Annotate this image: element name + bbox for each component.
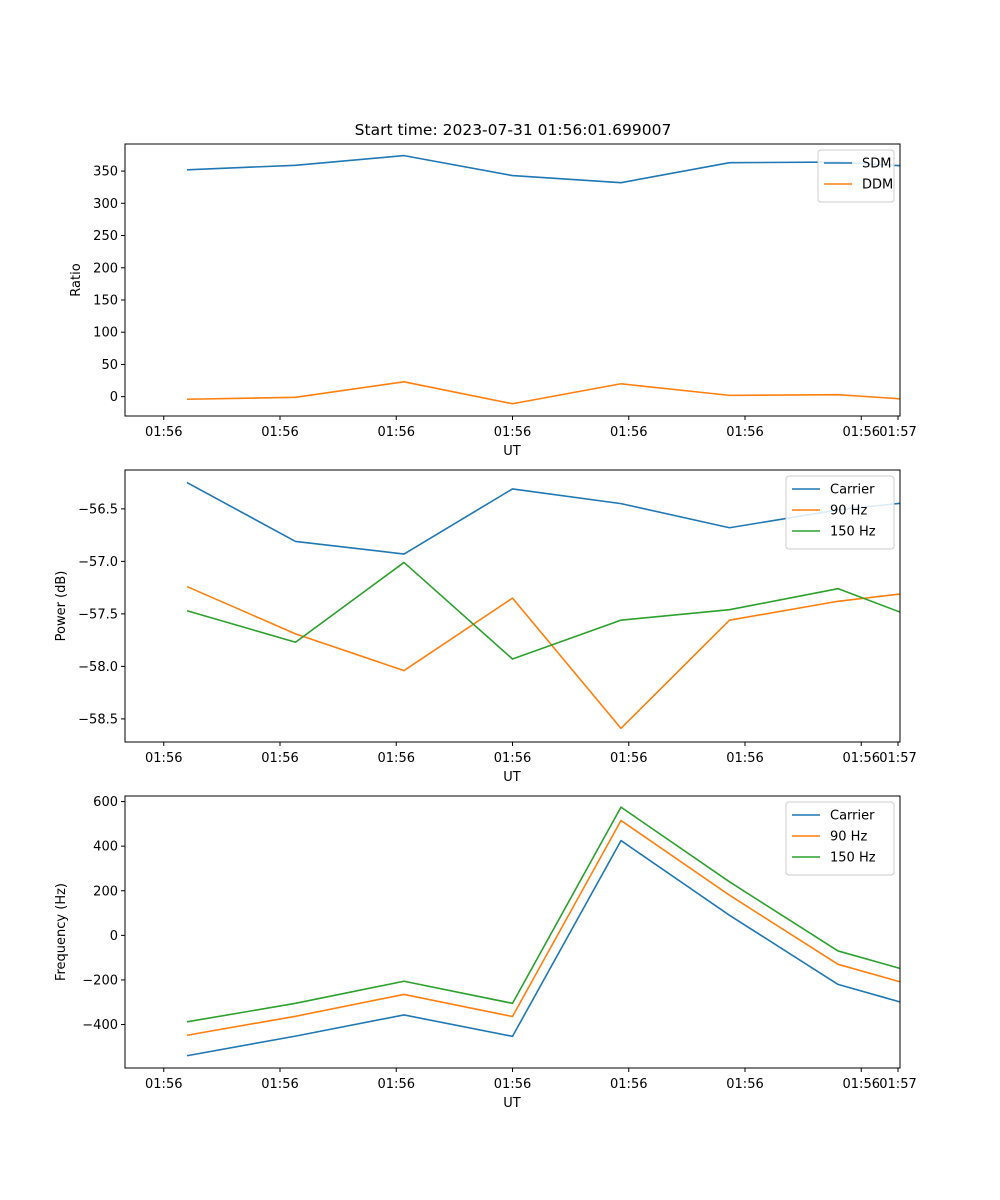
x-tick-label: 01:56	[726, 1077, 763, 1092]
x-axis-label: UT	[503, 1096, 521, 1111]
x-tick-label: 01:56	[726, 425, 763, 440]
x-tick-label: 01:56	[494, 425, 531, 440]
y-tick-label: 0	[110, 929, 118, 944]
x-tick-label: 01:56	[610, 1077, 647, 1092]
plot-frame	[124, 795, 901, 1069]
x-axis-label: UT	[503, 770, 521, 785]
y-tick-label: 50	[101, 358, 118, 373]
series-line-ddm	[186, 381, 900, 405]
y-tick-label: 400	[93, 840, 118, 855]
legend-label: SDM	[862, 157, 891, 172]
y-tick-label: 300	[93, 197, 118, 212]
x-tick-label: 01:56	[145, 751, 182, 766]
legend: Carrier 90 Hz 150 Hz	[785, 475, 895, 550]
legend: SDM DDM	[817, 149, 895, 203]
y-tick-label: 200	[93, 884, 118, 899]
plot-frame	[124, 469, 901, 743]
series-line-carrier	[186, 839, 900, 1057]
y-tick-label: 100	[93, 326, 118, 341]
y-tick-label: −57.5	[78, 607, 118, 622]
series-line-150-hz	[186, 561, 900, 660]
x-tick-label: 01:56	[494, 751, 531, 766]
legend: Carrier 90 Hz 150 Hz	[785, 801, 895, 876]
x-tick-label: 01:56	[145, 425, 182, 440]
x-tick-label-end: 01:57	[879, 1077, 916, 1092]
y-tick-label: −400	[82, 1018, 118, 1033]
x-tick-label: 01:56	[145, 1077, 182, 1092]
y-tick-label: −58.0	[78, 660, 118, 675]
series-line-90-hz	[186, 819, 900, 1037]
plot-frame	[124, 143, 901, 417]
y-axis-label: Power (dB)	[54, 571, 69, 642]
x-tick-label: 01:56	[843, 425, 880, 440]
y-tick-label: 250	[93, 229, 118, 244]
x-tick-label: 01:56	[261, 751, 298, 766]
y-tick-label: 0	[110, 390, 118, 405]
x-tick-label: 01:56	[261, 425, 298, 440]
legend-label: 90 Hz	[830, 504, 867, 519]
x-tick-label: 01:56	[378, 1077, 415, 1092]
legend-label: DDM	[862, 178, 893, 193]
y-tick-label: −58.5	[78, 712, 118, 727]
y-tick-label: −200	[82, 973, 118, 988]
x-tick-label: 01:56	[843, 1077, 880, 1092]
legend-label: 150 Hz	[830, 525, 876, 540]
x-tick-label: 01:56	[843, 751, 880, 766]
x-tick-label: 01:56	[726, 751, 763, 766]
legend-label: Carrier	[830, 483, 875, 498]
y-tick-label: 350	[93, 165, 118, 180]
chart-frequency: 01:56 01:56 01:56 01:56 01:56 01:56 01:56 01:57…	[54, 795, 917, 1111]
y-tick-label: −56.5	[78, 502, 118, 517]
x-tick-label: 01:56	[261, 1077, 298, 1092]
legend-label: Carrier	[830, 809, 875, 824]
y-tick-label: 600	[93, 795, 118, 810]
chart-ratio: 01:56 01:56 01:56 01:56 01:56 01:56 01:56 01:57…	[69, 143, 917, 459]
series-line-150-hz	[186, 806, 900, 1023]
x-tick-label: 01:56	[494, 1077, 531, 1092]
x-tick-label-end: 01:57	[879, 425, 916, 440]
x-tick-label: 01:56	[378, 425, 415, 440]
y-tick-label: 200	[93, 261, 118, 276]
series-line-90-hz	[186, 585, 900, 730]
x-tick-label: 01:56	[378, 751, 415, 766]
legend-label: 150 Hz	[830, 851, 876, 866]
y-axis-label: Ratio	[69, 263, 84, 296]
legend-label: 90 Hz	[830, 830, 867, 845]
figure-title: Start time: 2023-07-31 01:56:01.699007	[355, 121, 672, 139]
x-tick-label: 01:56	[610, 425, 647, 440]
x-axis-label: UT	[503, 444, 521, 459]
y-tick-label: −57.0	[78, 555, 118, 570]
x-tick-label: 01:56	[610, 751, 647, 766]
chart-panels: 01:56 01:56 01:56 01:56 01:56 01:56 01:56 01:57…	[54, 143, 917, 1111]
x-tick-label-end: 01:57	[879, 751, 916, 766]
chart-power: 01:56 01:56 01:56 01:56 01:56 01:56 01:56 01:57…	[54, 469, 917, 785]
y-axis-label: Frequency (Hz)	[54, 883, 69, 981]
y-tick-label: 150	[93, 293, 118, 308]
